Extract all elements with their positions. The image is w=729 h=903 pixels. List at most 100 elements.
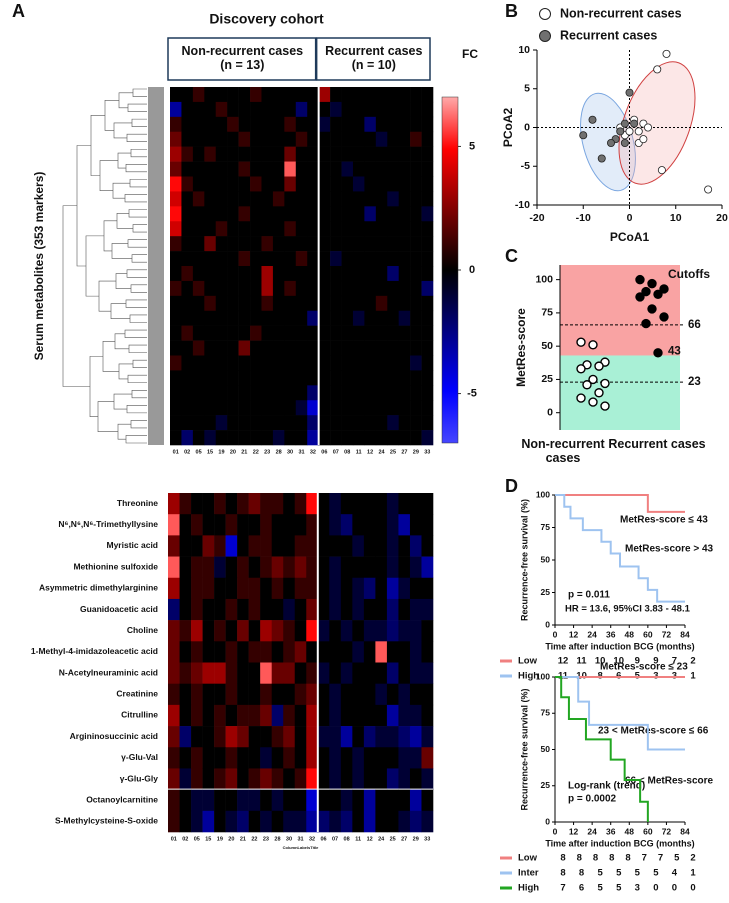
- heatmap-cell: [227, 355, 239, 371]
- heatmap-cell: [179, 768, 192, 790]
- heatmap-cell: [352, 598, 365, 621]
- heatmap-cell: [421, 206, 434, 222]
- heatmap-cell: [168, 641, 180, 663]
- heatmap-cell: [261, 340, 274, 356]
- heatmap-cell: [341, 206, 354, 222]
- dendrogram-branch: [127, 103, 147, 112]
- heatmap-cell: [341, 430, 354, 446]
- point: [659, 284, 669, 294]
- heatmap-cell: [272, 191, 285, 207]
- heatmap-cell: [375, 176, 388, 192]
- heatmap-cell: [398, 295, 411, 312]
- heatmap-cell: [398, 131, 411, 147]
- heatmap-cell: [272, 266, 285, 282]
- heatmap-cell: [168, 598, 180, 621]
- column-label: 19: [217, 836, 223, 842]
- heatmap-cell: [307, 176, 319, 192]
- heatmap-cell: [329, 514, 342, 536]
- heatmap-cell: [387, 251, 399, 267]
- heatmap-cell: [181, 370, 194, 386]
- heatmap-cell: [168, 662, 180, 684]
- heatmap-cell: [364, 370, 377, 386]
- heatmap-cell: [238, 87, 251, 103]
- y-tick-label: 25: [541, 780, 551, 790]
- heatmap-cell: [386, 747, 399, 769]
- column-label: 27: [401, 836, 407, 842]
- heatmap-cell: [352, 415, 365, 431]
- heatmap-cell: [225, 493, 238, 515]
- heatmap-cell: [284, 116, 297, 133]
- heatmap-cell: [352, 355, 365, 371]
- heatmap-cell: [284, 146, 297, 162]
- group-label: Recurrent cases (n = 10): [325, 44, 423, 73]
- x-axis-label: Time after induction BCG (months): [545, 838, 694, 848]
- heatmap-cell: [375, 146, 388, 162]
- heatmap-cell: [204, 355, 217, 371]
- heatmap-cell: [181, 325, 194, 341]
- heatmap-cell: [192, 101, 205, 118]
- y-axis-label: Recurrence-free survival (%): [519, 499, 529, 621]
- heatmap-cell: [410, 131, 422, 147]
- heatmap-cell: [227, 146, 239, 162]
- column-label: 02: [184, 449, 190, 455]
- heatmap-cell: [421, 662, 434, 684]
- risk-group-label: Low: [518, 656, 538, 667]
- heatmap-cell: [352, 221, 365, 237]
- heatmap-cell: [409, 683, 422, 706]
- heatmap-cell: [225, 810, 238, 833]
- heatmap-cell: [250, 385, 262, 401]
- heatmap-cell: [260, 514, 272, 536]
- heatmap-cell: [363, 598, 376, 621]
- heatmap-cell: [306, 493, 319, 515]
- heatmap-cell: [307, 266, 319, 282]
- at-risk-count: 5: [616, 883, 622, 894]
- heatmap-cell: [284, 295, 297, 312]
- dendrogram-branch: [127, 374, 147, 384]
- heatmap-cell: [272, 206, 285, 222]
- heatmap-cell: [352, 385, 365, 401]
- heatmap-cell: [375, 161, 388, 177]
- heatmap-cell: [204, 87, 217, 103]
- heatmap-cell: [398, 662, 411, 684]
- x-axis-label: Time after induction BCG (months): [545, 641, 694, 651]
- heatmap-cell: [329, 726, 342, 748]
- heatmap-cell: [248, 704, 261, 727]
- row-label: N⁶,N⁶,N⁶-Trimethyllysine: [58, 519, 158, 529]
- dendrogram-branch: [76, 145, 91, 267]
- heatmap-cell: [307, 131, 319, 147]
- heatmap-cell: [363, 514, 376, 536]
- heatmap-cell: [341, 116, 354, 133]
- heatmap-cell: [191, 768, 203, 790]
- heatmap-cell: [204, 236, 217, 252]
- heatmap-cell: [227, 415, 239, 431]
- heatmap-cell: [352, 747, 365, 769]
- heatmap-cell: [250, 266, 262, 282]
- dendrogram-branch: [126, 133, 147, 143]
- heatmap-cell: [306, 514, 319, 536]
- heatmap-cell: [227, 221, 239, 237]
- heatmap-cell: [261, 400, 274, 416]
- group-box: [315, 37, 431, 81]
- x-tick-label: 24: [587, 629, 597, 639]
- heatmap-cell: [192, 206, 205, 222]
- column-label: 32: [310, 449, 316, 455]
- heatmap-cell: [421, 768, 434, 790]
- heatmap-cell: [340, 789, 353, 812]
- heatmap-cell: [364, 280, 377, 297]
- heatmap-cell: [191, 598, 203, 621]
- x-tick-label: 60: [643, 826, 653, 836]
- point: [620, 138, 629, 147]
- heatmap-cell: [363, 556, 376, 579]
- point: [657, 166, 666, 175]
- heatmap-cell: [215, 325, 228, 341]
- heatmap-cell: [398, 400, 411, 416]
- heatmap-cell: [386, 535, 399, 557]
- row-label: γ-Glu-Gly: [120, 773, 159, 783]
- heatmap-cell: [238, 236, 251, 252]
- heatmap-cell: [352, 810, 365, 833]
- heatmap-cell: [317, 683, 330, 706]
- heatmap-cell: [398, 385, 411, 401]
- heatmap-cell: [387, 385, 399, 401]
- heatmap-cell: [318, 415, 331, 431]
- heatmap-cell: [330, 191, 342, 207]
